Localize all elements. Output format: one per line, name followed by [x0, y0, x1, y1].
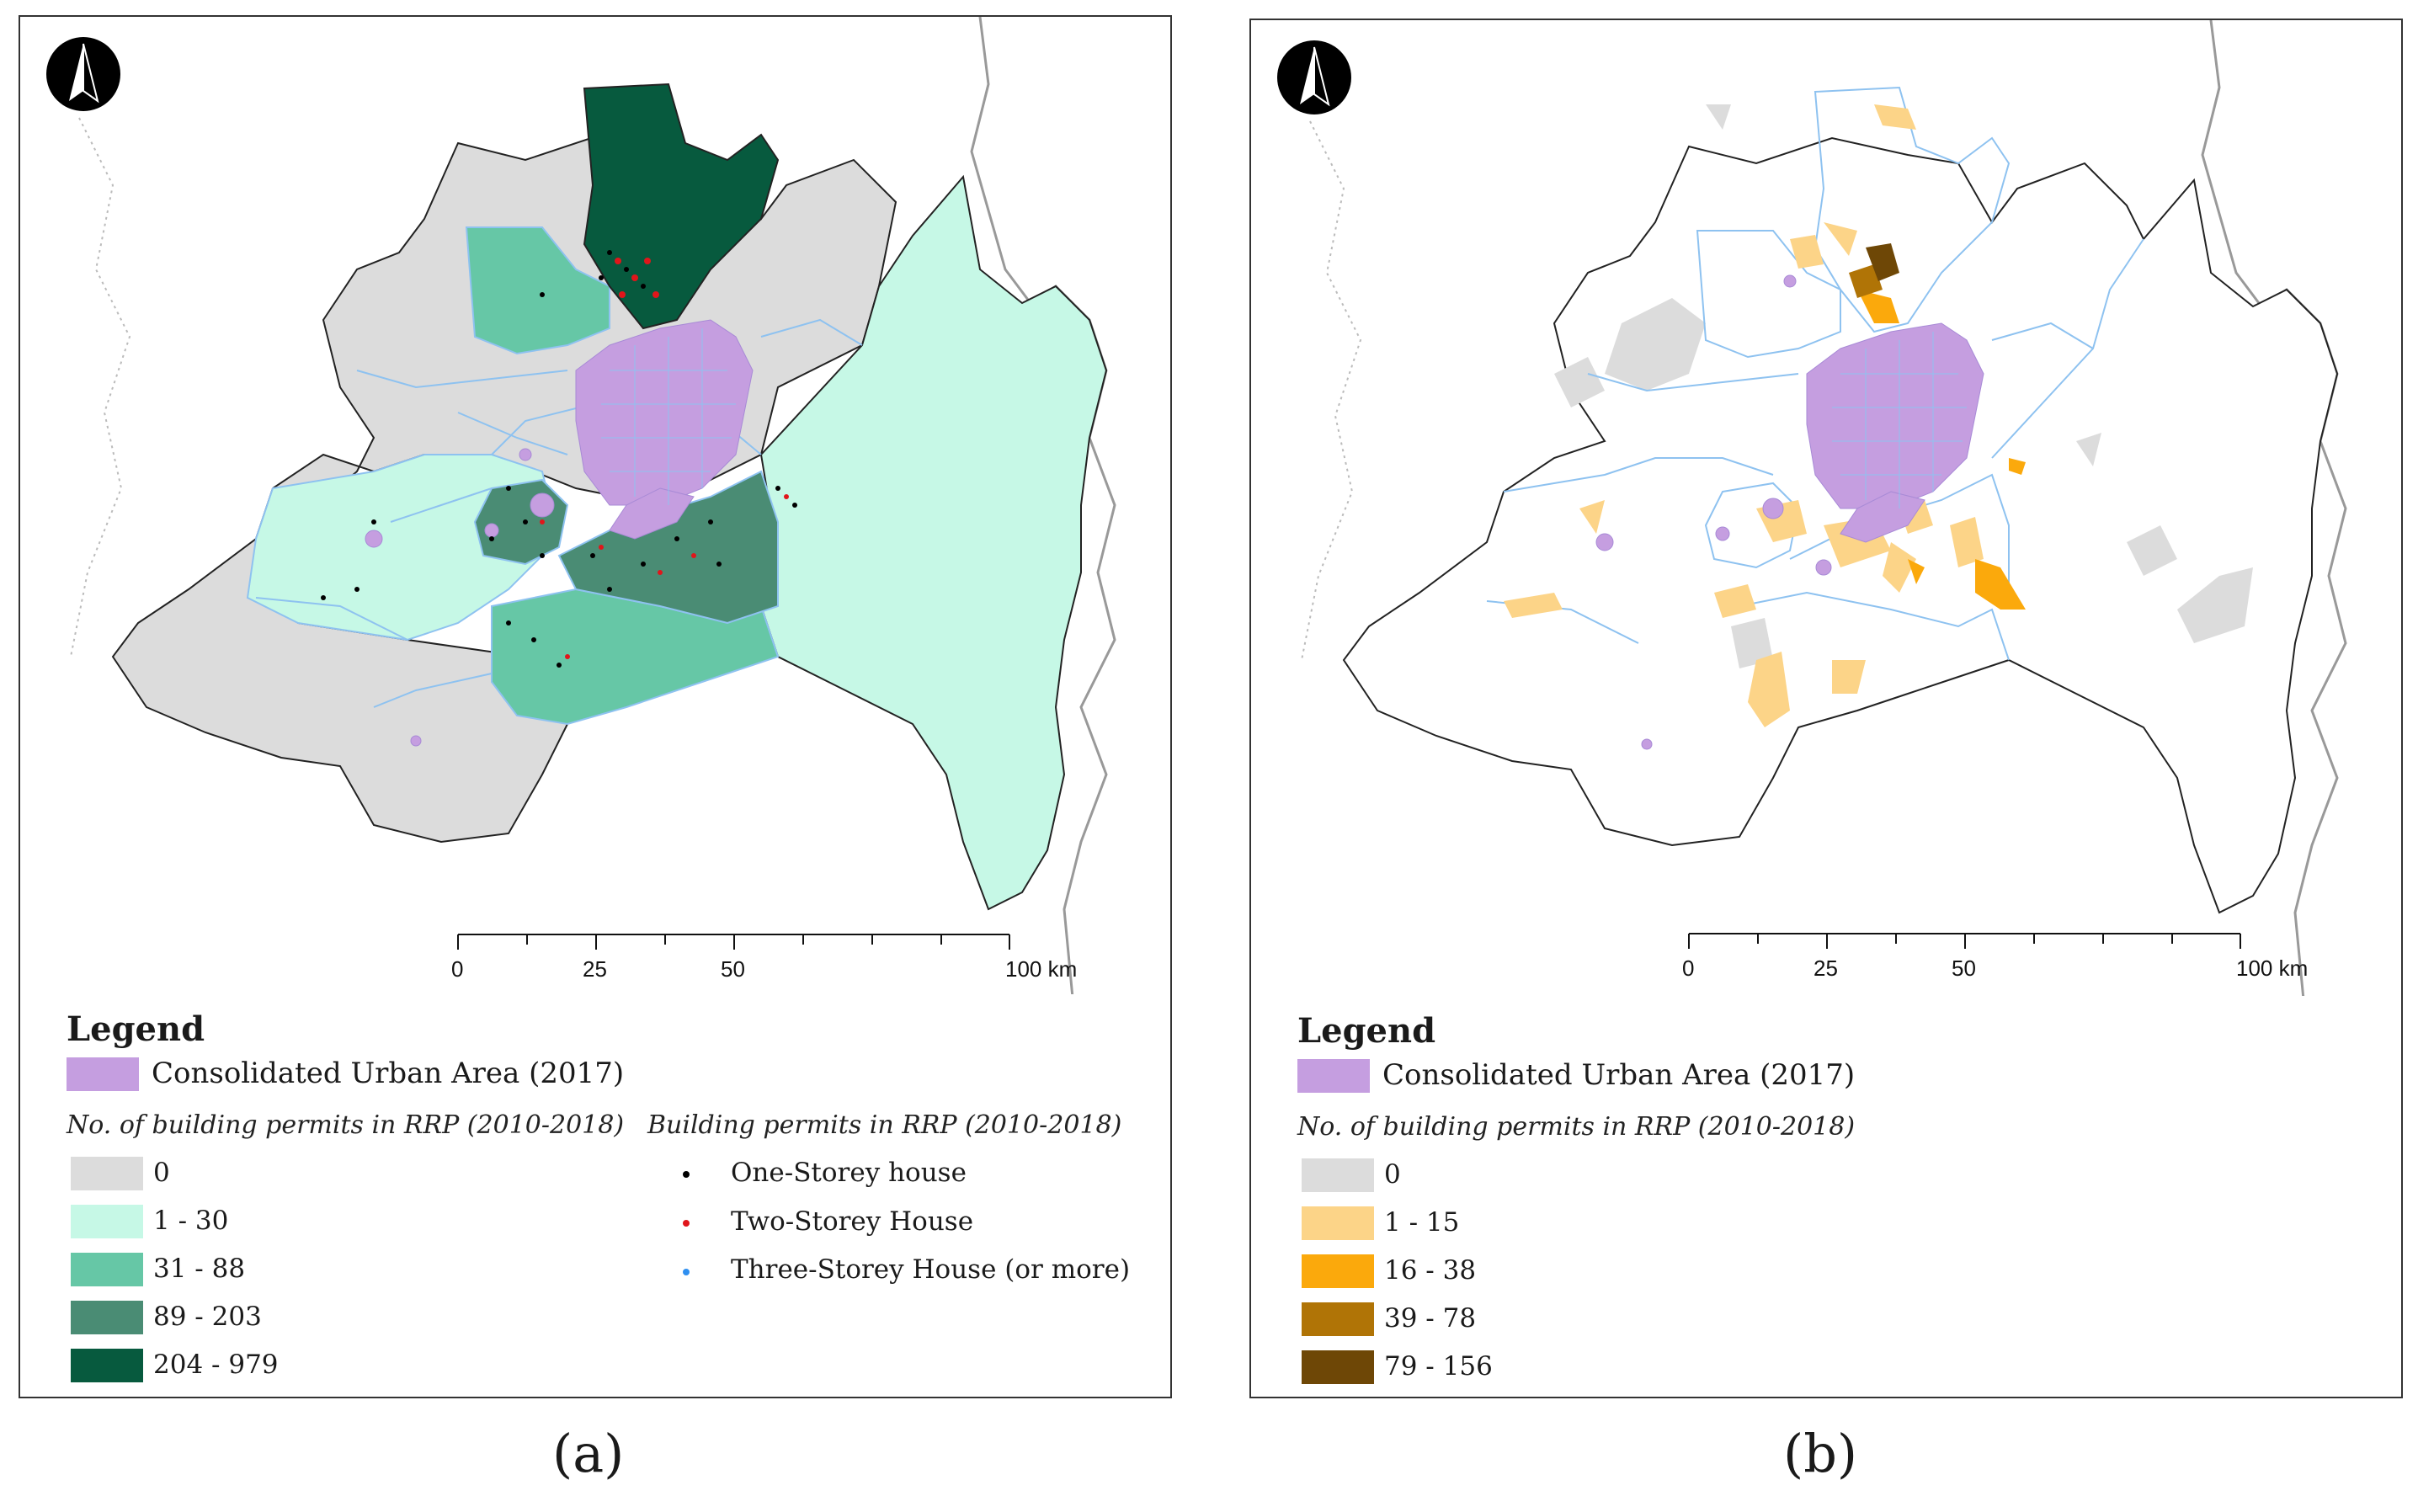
legend-swatch-1: [71, 1205, 143, 1238]
map-a: 0 25 50 100 km: [19, 15, 1172, 996]
legend-label-2: 31 - 88: [153, 1254, 246, 1284]
legend-swatch-0: [1302, 1158, 1374, 1192]
legend-a: Legend Consolidated Urban Area (2017) No…: [19, 994, 1172, 1398]
map-b-svg: 0 25 50 100 km: [1277, 20, 2347, 996]
legend-swatch-4: [1302, 1350, 1374, 1384]
legend-points-heading: Building permits in RRP (2010-2018): [647, 1110, 1122, 1140]
legend-label-4: 204 - 979: [153, 1350, 279, 1380]
legend-swatch-3: [71, 1301, 143, 1334]
commune-boundaries: [1486, 86, 2144, 661]
north-arrow-icon: [46, 37, 120, 111]
map-a-svg: 0 25 50 100 km: [46, 17, 1116, 994]
legend-point-label-one-storey: One-Storey house: [731, 1158, 967, 1188]
legend-point-label-two-storey: Two-Storey House: [731, 1206, 974, 1237]
legend-count-heading: No. of building permits in RRP (2010-201…: [67, 1110, 625, 1140]
legend-count-heading: No. of building permits in RRP (2010-201…: [1297, 1112, 1856, 1142]
urban-grid: [601, 328, 736, 505]
scale-tick-50: 50: [721, 956, 745, 982]
legend-point-one-storey: [683, 1171, 690, 1178]
legend-swatch-urban: [67, 1057, 139, 1091]
legend-label-1: 1 - 30: [153, 1206, 229, 1236]
region-class-0: [1554, 104, 2253, 668]
external-boundary-west: [1301, 120, 1362, 661]
region-class-31-88-nw: [465, 226, 610, 355]
legend-label-0: 0: [1384, 1159, 1401, 1190]
legend-swatch-3: [1302, 1302, 1374, 1336]
permit-points: [321, 250, 797, 668]
permit-patches-79-156: [1866, 243, 1899, 281]
legend-label-0: 0: [153, 1158, 170, 1188]
urban-area: [365, 319, 754, 747]
region-class-1-30-west: [246, 454, 561, 642]
legend-swatch-2: [1302, 1254, 1374, 1288]
legend-point-two-storey: [683, 1220, 690, 1227]
region-class-204-979-n: [583, 83, 780, 330]
scale-tick-0: 0: [451, 956, 463, 982]
legend-swatch-2: [71, 1253, 143, 1286]
legend-urban-label: Consolidated Urban Area (2017): [1382, 1058, 1856, 1092]
scale-tick-100: 100 km: [2236, 956, 2308, 981]
caption-b: (b): [1783, 1423, 1858, 1484]
scale-bar: 0 25 50 100 km: [1682, 933, 2308, 981]
scale-tick-25: 25: [1814, 956, 1838, 981]
urban-area: [1595, 274, 1984, 750]
region-class-1-30-east: [759, 174, 1108, 911]
legend-label-2: 16 - 38: [1384, 1255, 1477, 1286]
scale-tick-100: 100 km: [1005, 956, 1077, 982]
legend-urban-label: Consolidated Urban Area (2017): [152, 1057, 625, 1090]
region-class-89-203-sw: [473, 478, 569, 566]
commune-boundaries: [255, 318, 863, 708]
scale-bar: 0 25 50 100 km: [451, 934, 1077, 982]
legend-swatch-1: [1302, 1206, 1374, 1240]
urban-grid: [1832, 332, 1967, 508]
legend-title: Legend: [67, 1009, 205, 1049]
legend-point-label-three-storey: Three-Storey House (or more): [731, 1254, 1131, 1285]
external-boundary-west: [70, 117, 131, 658]
legend-swatch-4: [71, 1349, 143, 1382]
legend-label-3: 89 - 203: [153, 1302, 262, 1332]
scale-tick-0: 0: [1682, 956, 1694, 981]
legend-label-4: 79 - 156: [1384, 1351, 1493, 1382]
legend-title: Legend: [1297, 1011, 1436, 1051]
legend-label-1: 1 - 15: [1384, 1207, 1460, 1238]
legend-label-3: 39 - 78: [1384, 1303, 1477, 1334]
scale-tick-25: 25: [583, 956, 607, 982]
permit-patches-39-78: [1849, 264, 1883, 298]
permit-patches-16-38: [1857, 290, 2026, 610]
legend-b: Legend Consolidated Urban Area (2017) No…: [1249, 996, 2403, 1398]
north-arrow-icon: [1277, 40, 1351, 114]
caption-a: (a): [552, 1423, 625, 1484]
legend-point-three-storey: [683, 1269, 690, 1275]
scale-tick-50: 50: [1952, 956, 1976, 981]
legend-swatch-urban: [1297, 1059, 1370, 1093]
legend-swatch-0: [71, 1157, 143, 1190]
map-b: 0 25 50 100 km: [1249, 19, 2403, 998]
